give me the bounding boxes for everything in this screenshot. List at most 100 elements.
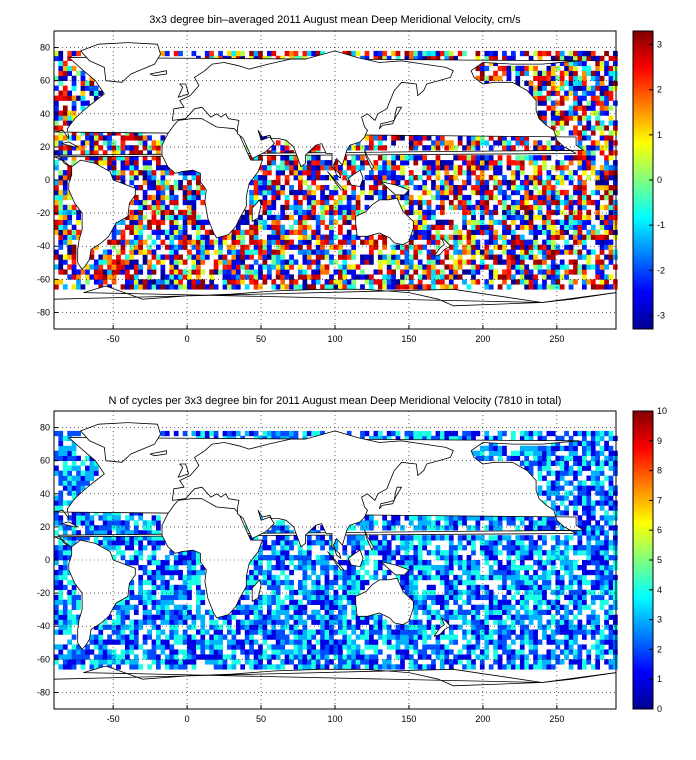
heatmap-cell (422, 180, 428, 186)
heatmap-cell (267, 189, 272, 196)
heatmap-cell (129, 150, 135, 156)
heatmap-cell (564, 90, 569, 96)
heatmap-cell (298, 579, 303, 586)
heatmap-cell (479, 185, 485, 191)
heatmap-cell (479, 249, 485, 255)
heatmap-cell (586, 209, 592, 216)
heatmap-cell (453, 170, 459, 176)
heatmap-cell (71, 115, 77, 121)
heatmap-cell (382, 550, 388, 556)
heatmap-cell (466, 565, 472, 571)
heatmap-cell (369, 550, 374, 556)
heatmap-cell (338, 659, 343, 665)
heatmap-cell (413, 614, 419, 620)
heatmap-cell (462, 145, 467, 151)
heatmap-cell (262, 639, 268, 645)
heatmap-cell (298, 659, 303, 665)
heatmap-cell (125, 135, 130, 141)
heatmap-cell (444, 219, 450, 225)
heatmap-cell (107, 165, 112, 171)
heatmap-cell (196, 569, 201, 576)
heatmap-cell (466, 664, 472, 670)
heatmap-cell (85, 274, 90, 280)
heatmap-cell (271, 634, 277, 640)
heatmap-cell (111, 264, 117, 270)
heatmap-cell (102, 140, 108, 146)
heatmap-cell (457, 659, 463, 665)
heatmap-cell (475, 75, 481, 81)
heatmap-cell (564, 239, 569, 245)
heatmap-cell (280, 234, 286, 240)
heatmap-cell (502, 649, 507, 655)
heatmap-cell (289, 204, 294, 211)
heatmap-cell (404, 244, 410, 250)
heatmap-cell (196, 629, 201, 635)
heatmap-cell (448, 664, 454, 670)
heatmap-cell (542, 594, 547, 601)
heatmap-cell (93, 639, 99, 645)
heatmap-cell (54, 249, 59, 255)
heatmap-cells (54, 50, 618, 290)
heatmap-cell (537, 194, 543, 201)
heatmap-cell (599, 120, 605, 126)
heatmap-cell (271, 204, 277, 211)
heatmap-cell (342, 189, 348, 196)
heatmap-cell (408, 619, 414, 625)
heatmap-cell (604, 619, 609, 625)
heatmap-cell (595, 639, 601, 645)
heatmap-cell (125, 639, 130, 645)
heatmap-cell (280, 249, 286, 255)
heatmap-cell (280, 264, 286, 270)
heatmap-cell (346, 279, 352, 285)
heatmap-cell (191, 175, 197, 181)
heatmap-cell (466, 619, 472, 625)
heatmap-cell (577, 180, 583, 186)
heatmap-cell (346, 50, 352, 57)
heatmap-cell (426, 644, 432, 650)
heatmap-cell (497, 160, 503, 166)
heatmap-cell (506, 239, 512, 245)
heatmap-cell (573, 614, 578, 620)
heatmap-cell (253, 269, 259, 275)
heatmap-cell (457, 254, 463, 260)
heatmap-cell (484, 185, 490, 191)
heatmap-cell (338, 584, 343, 591)
heatmap-cell (147, 619, 152, 625)
heatmap-cell (71, 604, 77, 610)
heatmap-cell (559, 70, 565, 76)
heatmap-cell (550, 110, 556, 116)
heatmap-cell (400, 579, 405, 586)
heatmap-cell (506, 599, 512, 605)
heatmap-cell (582, 85, 587, 91)
heatmap-cell (417, 224, 423, 230)
heatmap-cell (271, 284, 277, 290)
heatmap-cell (608, 634, 614, 640)
heatmap-cell (338, 209, 343, 216)
heatmap-cell (284, 545, 290, 551)
heatmap-cell (511, 219, 516, 225)
heatmap-cell (267, 569, 272, 576)
heatmap-cell (422, 244, 428, 250)
heatmap-cell (306, 160, 312, 166)
heatmap-cell (164, 165, 170, 171)
heatmap-cell (582, 50, 587, 57)
heatmap-cell (604, 219, 609, 225)
heatmap-cell (138, 244, 144, 250)
heatmap-cell (524, 599, 530, 605)
heatmap-cell (89, 155, 95, 161)
heatmap-cell (484, 55, 490, 62)
heatmap-cell (311, 609, 317, 615)
heatmap-cell (133, 224, 139, 230)
heatmap-cell (488, 264, 494, 270)
heatmap-cell (497, 550, 503, 556)
heatmap-cell (590, 249, 596, 255)
heatmap-cell (435, 185, 441, 191)
heatmap-cell (471, 185, 476, 191)
heatmap-cell (413, 140, 419, 146)
heatmap-cell (573, 55, 578, 62)
heatmap-cell (369, 244, 374, 250)
heatmap-cell (196, 589, 201, 596)
heatmap-cell (471, 170, 476, 176)
heatmap-cell (62, 254, 68, 260)
heatmap-cell (262, 175, 268, 181)
